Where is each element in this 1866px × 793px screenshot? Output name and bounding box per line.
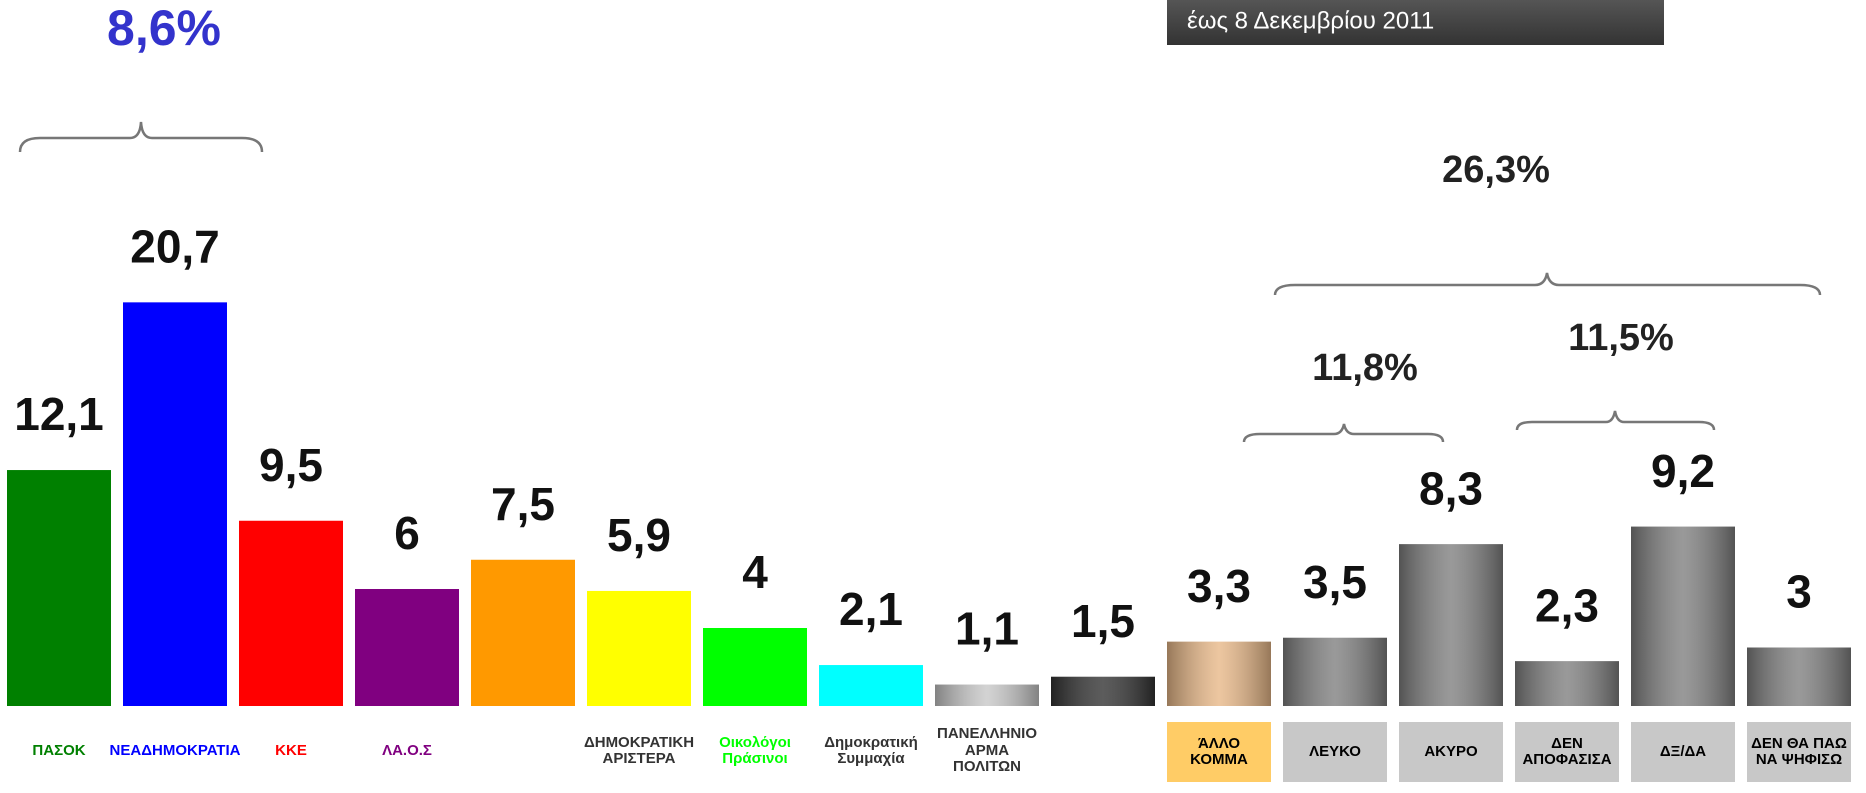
bar [471, 559, 575, 706]
annotation: 11,5% [1568, 317, 1674, 359]
bar-shade [1747, 647, 1851, 706]
category-label: ΔΕΝ ΘΑ ΠΑΩ ΝΑ ΨΗΦΙΣΩ [1747, 722, 1851, 782]
category-label: ΠΑΝΕΛΛΗΝΙΟ ΑΡΜΑ ΠΟΛΙΤΩΝ [936, 725, 1037, 776]
category-label: ΑΚΥΡΟ [1399, 722, 1503, 782]
value-label: 8,3 [1419, 462, 1483, 514]
annotation: 11,8% [1312, 347, 1418, 389]
bar-shade [1515, 661, 1619, 706]
category-label: Οικολόγοι Πράσινοι [719, 733, 791, 767]
bar-shade [1167, 641, 1271, 706]
annotation: 26,3% [1442, 149, 1550, 191]
value-label: 9,2 [1651, 445, 1715, 497]
category-label: ΆΛΛΟ ΚΟΜΜΑ [1167, 722, 1271, 782]
category-label: ΝΕΑΔΗΜΟΚΡΑΤΙΑ [109, 741, 241, 759]
value-label: 12,1 [14, 388, 104, 440]
value-label: 3,5 [1303, 556, 1367, 608]
value-label: 20,7 [130, 221, 220, 273]
category-label: ΛΕΥΚΟ [1283, 722, 1387, 782]
value-label: 1,1 [955, 603, 1019, 655]
value-label: 7,5 [491, 478, 555, 530]
category-label: ΔΞ/ΔΑ [1631, 722, 1735, 782]
brace [18, 121, 264, 153]
bar [239, 520, 343, 706]
brace [1242, 423, 1445, 443]
value-label: 5,9 [607, 509, 671, 561]
value-label: 9,5 [259, 439, 323, 491]
value-label: 3,3 [1187, 560, 1251, 612]
category-label: Δημοκρατική Συμμαχία [824, 733, 918, 767]
bar-shade [935, 684, 1039, 706]
brace [1273, 272, 1822, 296]
braces [18, 121, 1822, 443]
category-label: ΔΕΝ ΑΠΟΦΑΣΙΣΑ [1515, 722, 1619, 782]
value-label: 2,1 [839, 583, 903, 635]
bar-shade [1283, 637, 1387, 706]
bar [703, 628, 807, 706]
annotation: 8,6% [107, 0, 221, 56]
category-label: ΚΚΕ [275, 741, 307, 759]
bar [587, 590, 691, 706]
bar-shade [1051, 676, 1155, 706]
bar [819, 665, 923, 706]
category-label: ΔΗΜΟΚΡΑΤΙΚΗ ΑΡΙΣΤΕΡΑ [583, 733, 695, 767]
header-text: έως 8 Δεκεμβρίου 2011 [1187, 7, 1434, 34]
value-label: 1,5 [1071, 595, 1135, 647]
bar [355, 589, 459, 706]
value-label: 4 [742, 546, 768, 598]
category-label: ΠΑΣΟΚ [32, 741, 86, 759]
bar-shade [1399, 544, 1503, 706]
brace [1515, 410, 1716, 431]
value-label: 2,3 [1535, 579, 1599, 631]
category-label: ΛΑ.Ο.Σ [382, 741, 432, 759]
value-label: 3 [1786, 566, 1812, 618]
bar [123, 302, 227, 706]
bar-shade [1631, 526, 1735, 706]
value-label: 6 [394, 507, 420, 559]
bar [7, 470, 111, 706]
header-box [1167, 0, 1664, 45]
